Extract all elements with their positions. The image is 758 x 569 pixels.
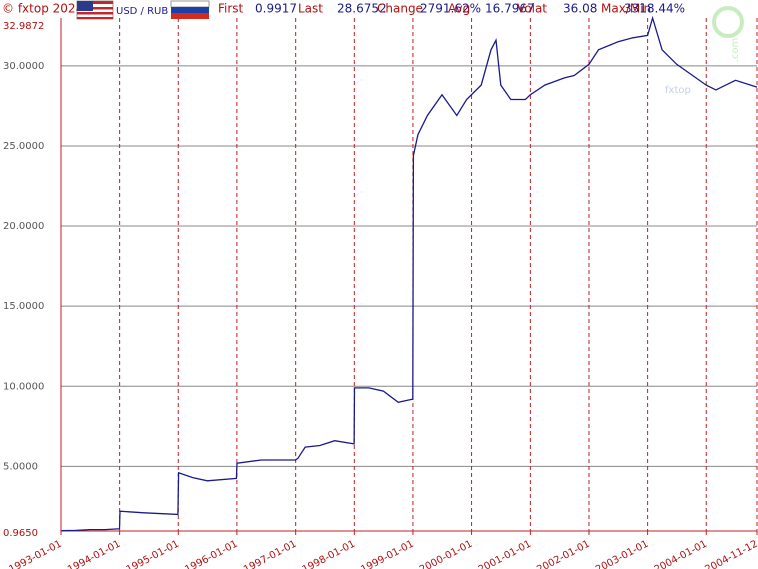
x-tick-label: 1999-01-01 [359,539,415,569]
stat-value: 36.08 [563,2,597,16]
y-tick-label: 20.0000 [3,221,44,232]
watermark-logo [714,8,742,36]
flag-us [77,1,113,19]
stat-label: Last [298,2,323,16]
stat-label: First [218,2,244,16]
y-tick-label: 10.0000 [3,381,44,392]
watermark: fxtop [665,85,691,96]
x-tick-label: 2004-11-12 [703,539,758,569]
stat-label: Avg [448,2,470,16]
x-tick-label: 2000-01-01 [418,539,474,569]
x-tick-label: 1994-01-01 [66,539,122,569]
y-tick-label: 15.0000 [3,301,44,312]
y-tick-label: 25.0000 [3,141,44,152]
copyright: © fxtop 2024 [2,2,83,16]
y-tick-label: 0.9650 [3,528,38,539]
x-tick-label: 1998-01-01 [301,539,357,569]
flag-ru [171,1,209,19]
stat-value: 0.9917 [255,2,297,16]
stat-label: Change [377,2,423,16]
y-tick-label: 32.9872 [3,21,44,32]
x-tick-label: 2003-01-01 [594,539,650,569]
x-tick-label: 1995-01-01 [125,539,181,569]
x-tick-label: 2002-01-01 [535,539,591,569]
x-tick-label: 1996-01-01 [183,539,239,569]
stat-value: 3318.44% [624,2,685,16]
watermark-domain: .com [730,38,741,63]
series-line [62,18,758,531]
x-tick-label: 2004-01-01 [653,539,709,569]
y-tick-label: 30.0000 [3,61,44,72]
x-tick-label: 2001-01-01 [477,539,533,569]
x-tick-label: 1997-01-01 [242,539,298,569]
y-tick-label: 5.0000 [3,461,38,472]
stat-label: Volat [517,2,547,16]
x-tick-label: 1993-01-01 [7,539,63,569]
pair: USD / RUB [116,6,168,17]
